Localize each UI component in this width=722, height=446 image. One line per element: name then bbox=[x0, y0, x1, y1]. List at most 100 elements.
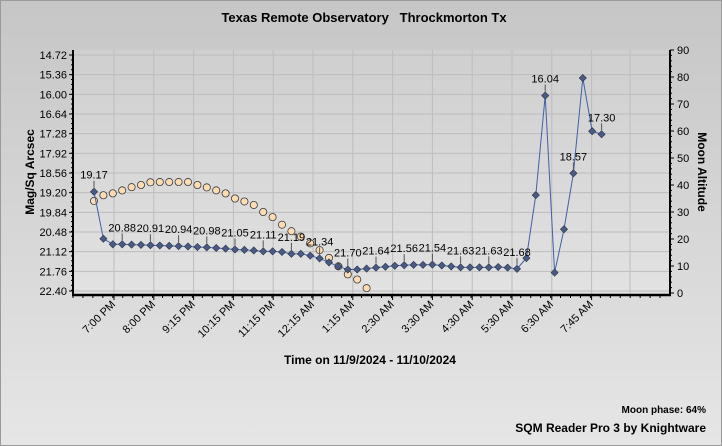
y2-tick-label: 90 bbox=[677, 45, 689, 57]
y2-tick-label: 80 bbox=[677, 72, 689, 84]
y-tick-label: 17.28 bbox=[39, 129, 67, 141]
y-tick-label: 15.36 bbox=[39, 70, 67, 82]
sqm-point bbox=[212, 243, 221, 253]
moon-altitude-point bbox=[165, 178, 174, 187]
sqm-point bbox=[334, 262, 343, 271]
sqm-point bbox=[249, 246, 258, 255]
moon-altitude-point bbox=[268, 213, 277, 222]
y2-tick-label: 70 bbox=[677, 99, 689, 111]
point-label: 20.88 bbox=[108, 222, 136, 234]
sqm-point bbox=[371, 263, 381, 272]
sqm-point bbox=[296, 249, 305, 258]
sqm-point bbox=[240, 245, 249, 254]
sqm-point bbox=[89, 187, 99, 196]
y2-tick-label: 0 bbox=[677, 288, 683, 300]
moon-altitude-point bbox=[306, 239, 315, 248]
sqm-point bbox=[268, 247, 277, 256]
sqm-series bbox=[89, 74, 606, 277]
sqm-point bbox=[108, 240, 117, 249]
y2-tick-label: 40 bbox=[677, 180, 689, 192]
moon-altitude-point bbox=[127, 183, 136, 192]
moon-altitude-point bbox=[155, 178, 164, 187]
sqm-point bbox=[390, 261, 399, 270]
sqm-point bbox=[259, 247, 268, 256]
sqm-point bbox=[541, 91, 550, 100]
chart-title: Texas Remote Observatory Throckmorton Tx bbox=[221, 10, 507, 25]
sqm-point bbox=[221, 244, 230, 253]
moon-altitude-point bbox=[183, 178, 192, 187]
sqm-point bbox=[418, 260, 428, 269]
sqm-point bbox=[306, 251, 315, 260]
y-tick-label: 14.72 bbox=[39, 50, 67, 62]
y-axis-title: Mag/Sq Arcsec bbox=[23, 129, 37, 215]
moon-altitude-point bbox=[249, 200, 258, 209]
sqm-point bbox=[550, 268, 559, 277]
sqm-point bbox=[174, 242, 183, 251]
sqm-point bbox=[287, 249, 296, 258]
point-label: 21.34 bbox=[306, 236, 334, 248]
moon-altitude-point bbox=[277, 220, 286, 229]
y2-tick-label: 20 bbox=[677, 234, 689, 246]
sqm-point bbox=[578, 74, 587, 83]
y-tick-label: 19.84 bbox=[39, 207, 67, 219]
sqm-point bbox=[569, 169, 578, 178]
moon-altitude-point bbox=[118, 186, 127, 195]
sqm-point bbox=[447, 262, 456, 271]
point-label: 20.94 bbox=[165, 224, 193, 236]
sqm-point bbox=[522, 254, 531, 263]
sqm-point bbox=[362, 264, 371, 273]
y-tick-label: 21.76 bbox=[39, 266, 67, 278]
y-tick-label: 21.12 bbox=[39, 247, 67, 259]
moon-altitude-point bbox=[287, 227, 296, 236]
sqm-point bbox=[559, 225, 569, 234]
moon-altitude-point bbox=[259, 207, 268, 216]
sqm-point bbox=[165, 241, 174, 250]
point-label: 21.11 bbox=[250, 229, 277, 241]
point-label: 21.64 bbox=[362, 246, 390, 258]
y-tick-label: 22.40 bbox=[39, 286, 67, 298]
moon-altitude-point bbox=[362, 284, 371, 293]
sqm-point bbox=[400, 261, 409, 270]
sqm-point bbox=[127, 240, 136, 249]
point-label: 17.30 bbox=[588, 112, 616, 124]
moon-altitude-point bbox=[212, 186, 221, 195]
sqm-point bbox=[456, 263, 465, 272]
sqm-point bbox=[146, 241, 155, 250]
sqm-point bbox=[183, 242, 193, 251]
sqm-point bbox=[99, 234, 108, 243]
sqm-point bbox=[512, 264, 522, 273]
moon-altitude-point bbox=[99, 191, 108, 200]
grid bbox=[73, 50, 670, 295]
point-label: 18.57 bbox=[560, 151, 588, 163]
y-tick-label: 17.92 bbox=[39, 148, 67, 160]
x-axis-title: Time on 11/9/2024 - 11/10/2024 bbox=[284, 353, 456, 367]
point-label: 21.56 bbox=[390, 243, 418, 255]
sqm-point bbox=[475, 263, 484, 272]
y2-axis-title: Moon Altitude bbox=[695, 132, 709, 212]
sqm-point bbox=[202, 243, 211, 252]
point-label: 20.91 bbox=[137, 223, 165, 235]
sqm-point bbox=[277, 247, 287, 256]
moon-altitude-point bbox=[202, 183, 211, 192]
point-label: 20.98 bbox=[193, 225, 221, 237]
point-labels: 19.17 20.88 20.91 20.94 20.98 21.05 21.11 21.19… bbox=[80, 74, 615, 266]
moon-altitude-point bbox=[296, 232, 305, 241]
credit-text: SQM Reader Pro 3 by Knightware bbox=[515, 421, 706, 435]
y2-tick-label: 60 bbox=[677, 126, 689, 138]
sqm-point bbox=[315, 254, 324, 263]
moon-phase-text: Moon phase: 64% bbox=[622, 405, 707, 416]
point-label: 19.17 bbox=[80, 170, 108, 182]
sqm-point bbox=[494, 263, 503, 272]
moon-altitude-point bbox=[136, 180, 145, 189]
y-tick-label: 16.64 bbox=[39, 109, 67, 121]
sqm-point bbox=[353, 265, 362, 274]
point-label: 21.70 bbox=[334, 247, 362, 259]
sqm-point bbox=[136, 240, 146, 249]
point-label: 21.05 bbox=[221, 228, 249, 240]
sqm-point bbox=[428, 260, 437, 269]
moon-altitude-point bbox=[230, 194, 239, 203]
point-label: 21.68 bbox=[503, 247, 531, 259]
sqm-point bbox=[503, 263, 512, 272]
point-label: 21.19 bbox=[278, 232, 306, 244]
sqm-point bbox=[118, 240, 127, 249]
